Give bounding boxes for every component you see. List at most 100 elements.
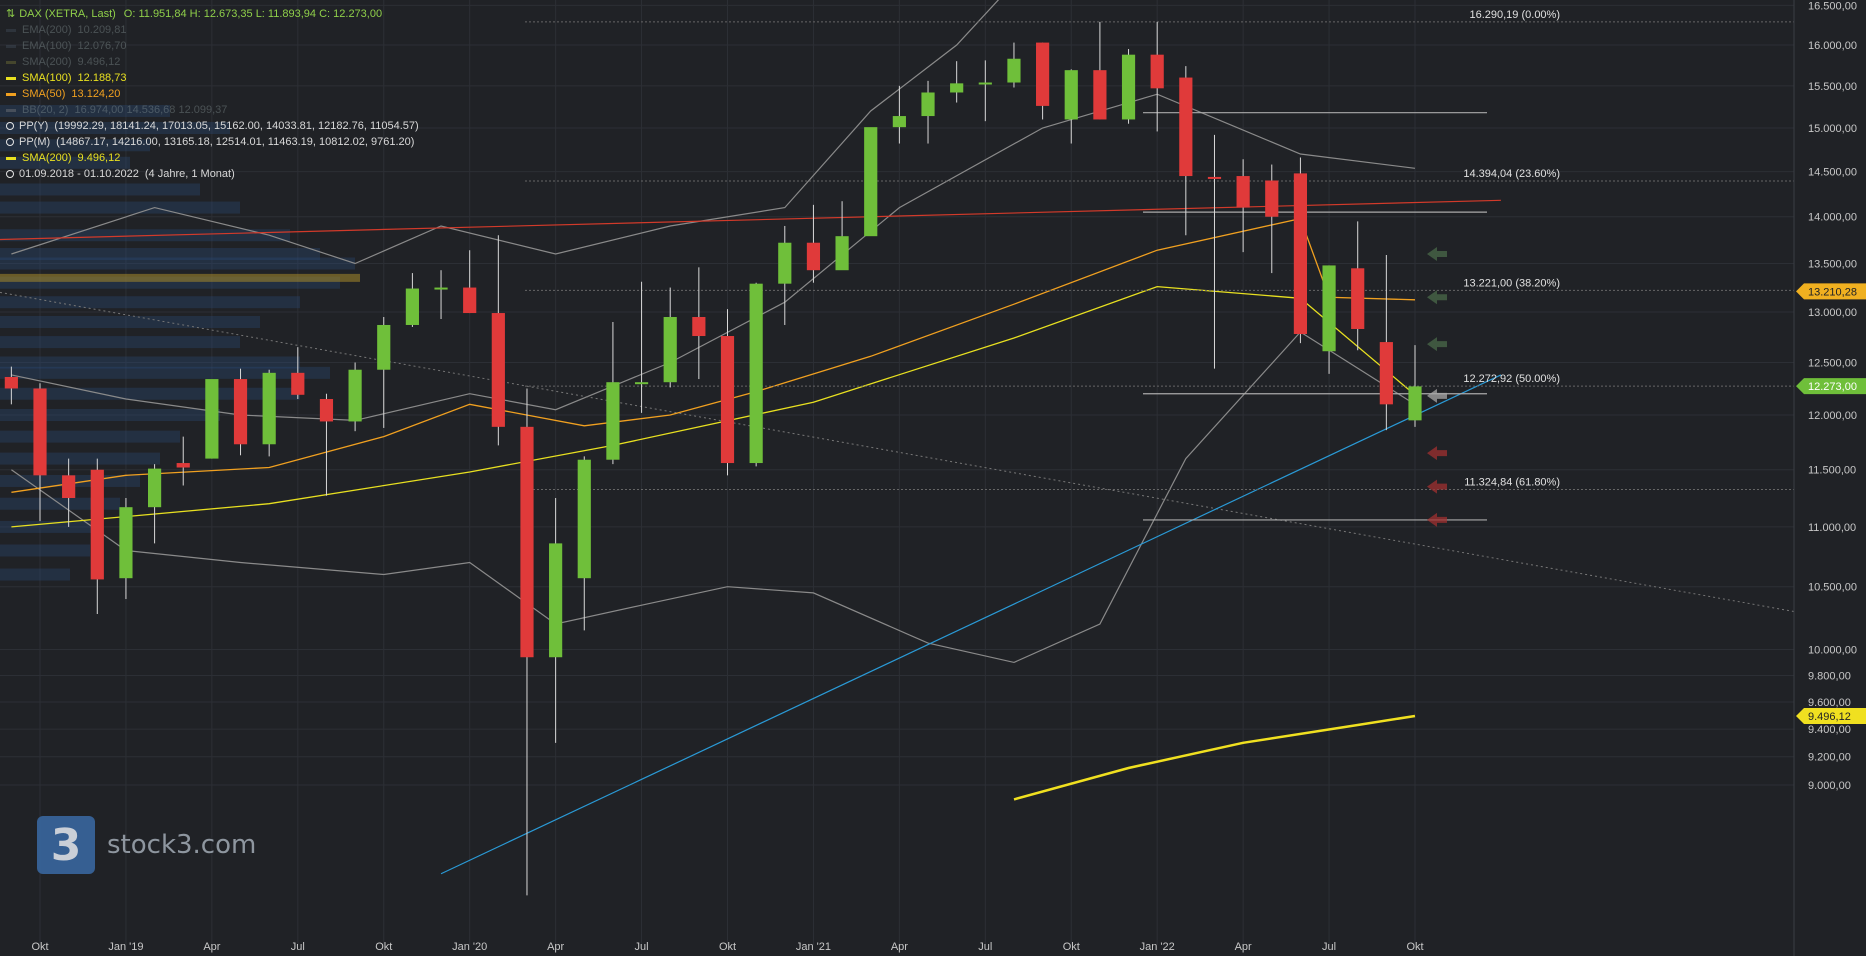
legend-value: (14867.17, 14216.00, 13165.18, 12514.01,…: [56, 136, 415, 148]
legend-label: SMA(50): [22, 88, 66, 100]
legend-item[interactable]: PP(M) (14867.17, 14216.00, 13165.18, 1251…: [6, 134, 419, 150]
y-tick-label: 9.800,00: [1808, 670, 1851, 682]
legend-item[interactable]: SMA(100) 12.188,73: [6, 70, 419, 86]
candle-body[interactable]: [835, 236, 849, 271]
legend-item[interactable]: SMA(50) 13.124,20: [6, 86, 419, 102]
legend-item[interactable]: SMA(200) 9.496,12: [6, 54, 419, 70]
candle-body[interactable]: [864, 127, 878, 237]
candle-body[interactable]: [62, 475, 76, 499]
candle-body[interactable]: [1207, 176, 1222, 179]
candle-body[interactable]: [262, 372, 276, 445]
candle-body[interactable]: [319, 399, 334, 422]
legend-value: (4 Jahre, 1 Monat): [144, 168, 235, 180]
legend-label: SMA(100): [22, 72, 72, 84]
candle-body[interactable]: [1293, 173, 1308, 335]
candle-body[interactable]: [950, 83, 964, 93]
legend-label: PP(M): [19, 136, 51, 148]
x-tick-label: Okt: [375, 941, 392, 953]
pivot-target-icon: [6, 138, 14, 146]
volume-profile-bar: [0, 139, 150, 152]
sell-signal-arrow-icon: [1427, 479, 1447, 494]
y-tick-label: 11.500,00: [1808, 465, 1856, 477]
volume-profile-bar: [0, 336, 240, 349]
candle-body[interactable]: [90, 469, 104, 580]
candle-body[interactable]: [1150, 54, 1164, 89]
x-tick-label: Okt: [719, 941, 736, 953]
fib-level-label: 16.290,19 (0.00%): [1469, 9, 1560, 21]
volume-profile-bar: [0, 257, 355, 270]
candle-body[interactable]: [1265, 180, 1279, 217]
candle-body[interactable]: [549, 543, 563, 658]
candle-body[interactable]: [1093, 70, 1107, 120]
candle-body[interactable]: [806, 242, 821, 271]
legend-item[interactable]: EMA(200) 10.209,81: [6, 22, 419, 38]
candle-body[interactable]: [921, 92, 935, 117]
candle-body[interactable]: [634, 382, 649, 385]
candle-body[interactable]: [663, 317, 677, 383]
candle-body[interactable]: [778, 242, 792, 284]
candle-body[interactable]: [33, 388, 47, 476]
volume-profile-bar: [0, 366, 330, 379]
candle-body[interactable]: [377, 324, 391, 370]
candle-body[interactable]: [720, 336, 735, 464]
candle-body[interactable]: [1064, 70, 1078, 120]
legend-item[interactable]: EMA(100) 12.076,70: [6, 38, 419, 54]
candle-body[interactable]: [119, 507, 133, 579]
candle-body[interactable]: [1379, 342, 1393, 405]
candle-body[interactable]: [1408, 386, 1422, 421]
descending-dotted-line: [0, 291, 1795, 612]
candle-body[interactable]: [405, 288, 419, 325]
candle-body[interactable]: [233, 379, 248, 445]
y-tick-label: 10.000,00: [1808, 644, 1857, 656]
volume-profile-bar: [0, 296, 300, 309]
legend-item[interactable]: BB(20, 2) 16.974,00 14.536,68 12.099,37: [6, 102, 419, 118]
candle-body[interactable]: [1351, 268, 1365, 329]
candle-body[interactable]: [606, 382, 620, 460]
line-swatch-icon: [6, 108, 16, 112]
legend-item[interactable]: SMA(200) 9.496,12: [6, 150, 419, 166]
legend-value: 10.209,81: [77, 24, 127, 36]
legend-item[interactable]: PP(Y) (19992.29, 18141.24, 17013.05, 1516…: [6, 118, 419, 134]
candle-body[interactable]: [1121, 54, 1136, 120]
candle-body[interactable]: [1007, 58, 1021, 83]
volume-profile-bar: [0, 248, 320, 261]
chart-type-icon[interactable]: ⇅: [6, 8, 16, 20]
candle-body[interactable]: [176, 463, 190, 468]
legend-value: 16.974,00 14.536,68 12.099,37: [74, 104, 228, 116]
candle-body[interactable]: [892, 116, 906, 128]
candle-body[interactable]: [463, 287, 477, 314]
sma100-line: [11, 285, 1416, 528]
candle-body[interactable]: [577, 459, 591, 579]
candle-body[interactable]: [1236, 176, 1250, 208]
candle-body[interactable]: [205, 379, 219, 459]
volume-profile-bar: [0, 409, 220, 421]
candle-body[interactable]: [491, 313, 505, 427]
candle-body[interactable]: [520, 426, 534, 658]
candle-body[interactable]: [1036, 42, 1050, 106]
candle-body[interactable]: [147, 468, 162, 508]
candle-body[interactable]: [692, 317, 706, 337]
legend-label: EMA(100): [22, 40, 72, 52]
instrument-title: DAX (XETRA, Last): [19, 8, 116, 20]
legend-label: SMA(200): [22, 152, 72, 164]
candle-body[interactable]: [348, 369, 362, 422]
sma200-line: [1013, 714, 1416, 801]
y-tick-label: 9.400,00: [1808, 724, 1851, 736]
price-tag: [1796, 707, 1866, 724]
legend-label: PP(Y): [19, 120, 49, 132]
ohlc-readout: O: 11.951,84 H: 12.673,35 L: 11.893,94 C…: [123, 8, 383, 20]
candle-body[interactable]: [434, 287, 448, 290]
candle-body[interactable]: [1179, 77, 1193, 177]
legend-title-row[interactable]: ⇅ DAX (XETRA, Last) O: 11.951,84 H: 12.6…: [6, 6, 419, 22]
legend-item[interactable]: 01.09.2018 - 01.10.2022 (4 Jahre, 1 Monat…: [6, 166, 419, 182]
candle-body[interactable]: [4, 376, 18, 389]
pivot-target-icon: [6, 122, 14, 130]
fib-level-label: 11.324,84 (61.80%): [1464, 476, 1560, 488]
candle-body[interactable]: [291, 372, 305, 395]
candle-body[interactable]: [1322, 265, 1336, 352]
candle-body[interactable]: [749, 283, 763, 464]
x-tick-label: Jul: [635, 941, 649, 953]
candle-body[interactable]: [978, 82, 992, 85]
y-tick-label: 15.000,00: [1808, 123, 1857, 135]
